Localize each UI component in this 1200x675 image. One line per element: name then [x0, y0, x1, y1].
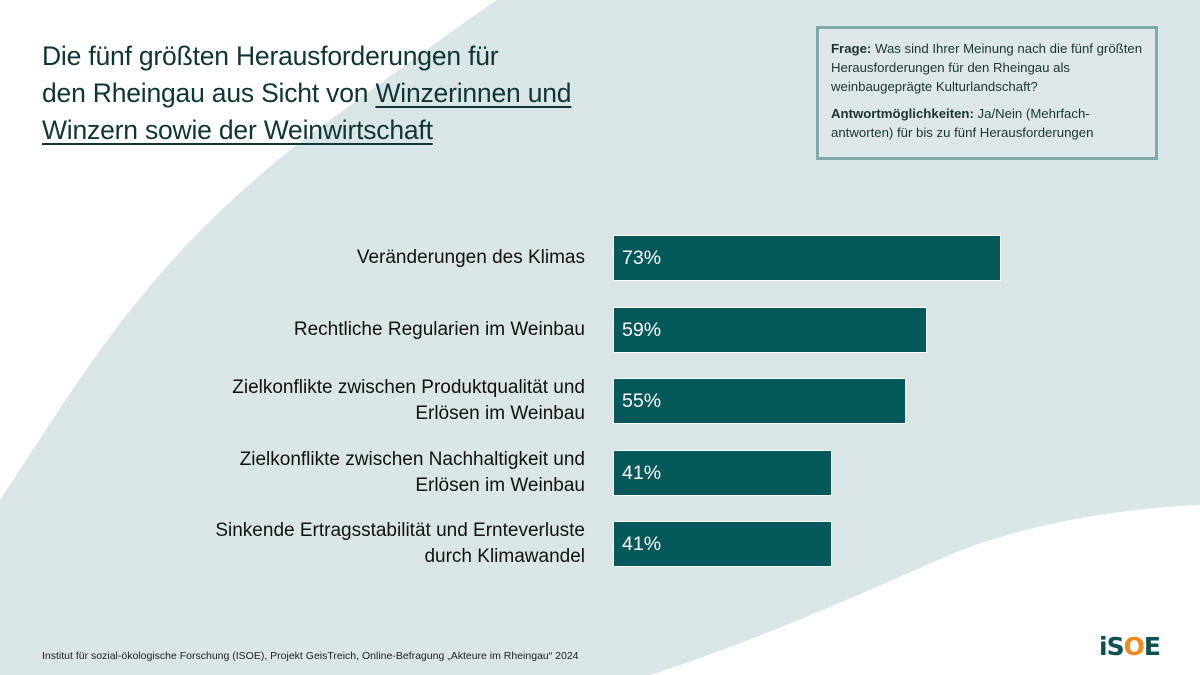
- category-label-line: Zielkonflikte zwischen Nachhaltigkeit un…: [239, 448, 585, 470]
- source-footer: Institut für sozial-ökologische Forschun…: [42, 650, 579, 662]
- answers-label: Antwortmöglichkeiten:: [831, 106, 974, 121]
- bar: 73%: [612, 235, 1002, 281]
- question-box: Frage: Was sind Ihrer Meinung nach die f…: [816, 26, 1158, 160]
- data-label: 59%: [622, 318, 662, 341]
- category-label-line: Erlösen im Weinbau: [415, 403, 585, 424]
- category-label-line: Zielkonflikte zwischen Produktqualität u…: [232, 377, 585, 398]
- question-paragraph: Frage: Was sind Ihrer Meinung nach die f…: [831, 39, 1143, 96]
- category-label-line: Sinkende Ertragsstabilität und Ernteverl…: [215, 520, 585, 541]
- title-emphasis-2: Winzern sowie der Weinwirtschaft: [42, 115, 433, 145]
- category-label: Veränderungen des Klimas: [65, 245, 585, 271]
- category-label: Sinkende Ertragsstabilität und Ernteverl…: [65, 518, 585, 570]
- question-text: Was sind Ihrer Meinung nach die fünf grö…: [831, 41, 1143, 94]
- question-label: Frage:: [831, 41, 872, 56]
- bar: 59%: [612, 306, 928, 353]
- logo-text-1: iS: [1099, 632, 1125, 661]
- category-label: Zielkonflikte zwischen Nachhaltigkeit un…: [65, 447, 585, 499]
- category-label-line: Veränderungen des Klimas: [356, 247, 585, 268]
- answers-text: Ja/Nein (Mehrfach-antworten) für bis zu …: [831, 106, 1094, 140]
- category-label-line: Rechtliche Regularien im Weinbau: [293, 318, 585, 340]
- data-label: 55%: [622, 390, 662, 412]
- title-line-1: Die fünf größten Herausforderungen für: [42, 41, 499, 71]
- category-label: Rechtliche Regularien im Weinbau: [65, 317, 585, 343]
- category-label-line: Erlösen im Weinbau: [415, 474, 585, 496]
- bar: 41%: [613, 521, 832, 567]
- title-emphasis-1: Winzerinnen und: [375, 78, 572, 108]
- category-label-line: durch Klimawandel: [424, 546, 585, 567]
- data-label: 73%: [622, 247, 662, 269]
- data-label: 41%: [622, 533, 662, 555]
- bar: 41%: [613, 449, 832, 496]
- category-label: Zielkonflikte zwischen Produktqualität u…: [65, 375, 585, 427]
- isoe-logo: iSOE: [1099, 632, 1161, 661]
- logo-o-accent: O: [1123, 632, 1145, 661]
- title-line-2: den Rheingau aus Sicht von: [42, 78, 376, 108]
- answers-paragraph: Antwortmöglichkeiten: Ja/Nein (Mehrfach-…: [831, 104, 1143, 142]
- data-label: 41%: [622, 461, 662, 484]
- page-title: Die fünf größten Herausforderungen für d…: [42, 38, 702, 149]
- bar: 55%: [613, 378, 906, 424]
- logo-text-2: E: [1143, 632, 1161, 661]
